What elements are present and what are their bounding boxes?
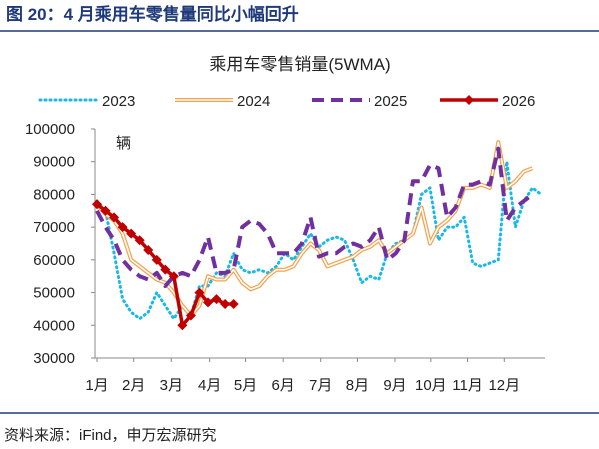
y-tick-label: 30000 (33, 350, 75, 367)
x-tick-label: 5月 (234, 377, 257, 394)
y-tick-label: 90000 (33, 154, 75, 171)
point-marker (220, 299, 231, 310)
x-tick-label: 8月 (346, 377, 369, 394)
x-tick-label: 3月 (160, 377, 183, 394)
point-marker (168, 271, 179, 282)
x-tick-label: 2月 (122, 377, 145, 394)
point-marker (143, 245, 154, 256)
point-marker (117, 222, 128, 233)
y-tick-label: 60000 (33, 252, 75, 269)
x-tick-label: 4月 (198, 377, 221, 394)
point-marker (109, 212, 120, 223)
series-line (96, 141, 533, 317)
x-tick-label: 12月 (488, 377, 520, 394)
y-tick-label: 40000 (33, 317, 75, 334)
series-line (95, 146, 534, 288)
point-marker (177, 320, 188, 331)
figure-title: 图 20：4 月乘用车零售量同比小幅回升 (6, 4, 299, 24)
legend-marker (464, 95, 474, 105)
x-tick-label: 9月 (383, 377, 406, 394)
y-tick-label: 70000 (33, 219, 75, 236)
point-marker (134, 235, 145, 246)
y-tick-label: 50000 (33, 285, 75, 302)
point-marker (92, 199, 102, 210)
chart-title: 乘用车零售销量(5WMA) (209, 55, 390, 74)
x-tick-label: 11月 (452, 377, 483, 394)
point-marker (100, 205, 111, 216)
series-line (95, 160, 543, 321)
point-marker (194, 287, 205, 298)
legend-label: 2025 (374, 93, 407, 110)
point-marker (203, 297, 213, 308)
point-marker (151, 254, 162, 265)
point-marker (211, 294, 222, 305)
x-tick-label: 10月 (415, 377, 447, 394)
legend-label: 2024 (237, 93, 270, 110)
point-marker (185, 310, 196, 321)
x-tick-label: 7月 (309, 377, 332, 394)
legend-label: 2026 (502, 93, 535, 110)
x-tick-label: 6月 (271, 377, 294, 394)
point-marker (160, 264, 171, 275)
point-marker (228, 299, 239, 310)
source-note: 资料来源：iFind，申万宏源研究 (4, 427, 217, 444)
series-line (95, 140, 534, 318)
y-tick-label: 100000 (25, 121, 75, 138)
x-tick-label: 1月 (85, 377, 108, 394)
y-tick-label: 80000 (33, 186, 75, 203)
point-marker (126, 228, 137, 239)
legend-label: 2023 (102, 93, 135, 110)
y-axis-label: 辆 (116, 135, 131, 152)
